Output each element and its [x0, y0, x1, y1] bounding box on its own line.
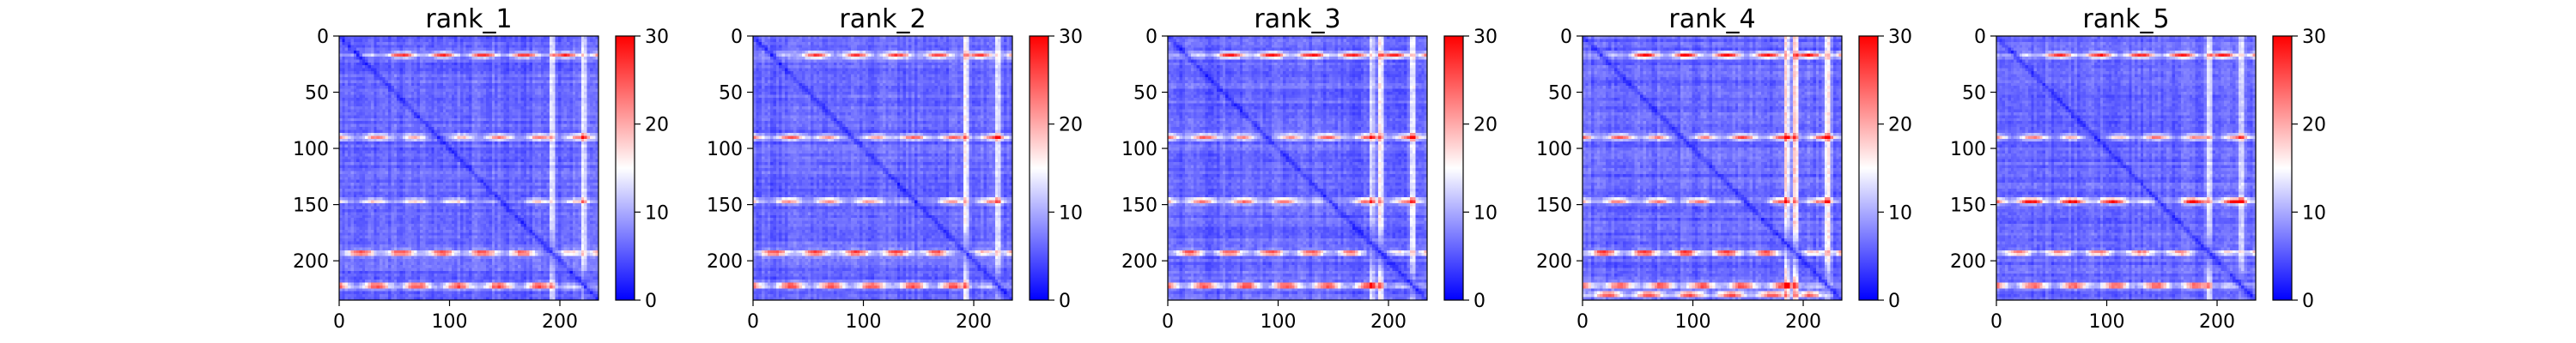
colorbar-tick-label: 10: [1473, 202, 1498, 224]
colorbar-tick-label: 30: [2302, 27, 2326, 48]
colorbar-tick-label: 0: [1473, 291, 1485, 312]
heatmap-image: [753, 36, 1012, 300]
panel-title: rank_3: [1254, 4, 1340, 34]
y-tick-label: 0: [317, 27, 329, 48]
y-tick-label: 50: [1133, 83, 1157, 105]
colorbar: [2272, 35, 2293, 301]
x-tick-label: 200: [542, 311, 578, 333]
panel-title: rank_1: [425, 4, 512, 34]
panel-title: rank_4: [1668, 4, 1755, 34]
colorbar-tick-label: 20: [1888, 115, 1912, 136]
y-tick-label: 150: [1536, 196, 1572, 217]
colorbar-tick-label: 10: [1888, 202, 1912, 224]
x-tick-label: 100: [1261, 311, 1297, 333]
y-tick-label: 100: [1121, 139, 1157, 160]
x-tick-label: 200: [956, 311, 992, 333]
heatmap-panel-3: rank_3 0 50 100 150 200 0 100 200 0 10 20 30: [1121, 4, 1498, 333]
colorbar-tick-label: 30: [645, 27, 669, 48]
colorbar-tick-label: 0: [1888, 291, 1900, 312]
colorbar-tick-label: 10: [2302, 202, 2326, 224]
y-tick-label: 150: [1950, 196, 1986, 217]
y-tick-label: 0: [731, 27, 743, 48]
heatmap-panel-1: rank_1 0 50 100 150 200 0 100 200 0 10 20 30: [293, 4, 669, 333]
y-tick-label: 50: [305, 83, 329, 105]
plot-frame: [752, 35, 1013, 301]
colorbar-tick-label: 0: [1059, 291, 1071, 312]
heatmap-panel-4: rank_4 0 50 100 150 200 0 100 200 0 10 20 30: [1536, 4, 1912, 333]
colorbar: [1858, 35, 1879, 301]
x-tick-label: 0: [333, 311, 345, 333]
x-tick-label: 100: [846, 311, 882, 333]
x-tick-label: 200: [1370, 311, 1406, 333]
heatmap-image: [339, 36, 598, 300]
heatmap-panel-5: rank_5 0 50 100 150 200 0 100 200 0 10 20 30: [1950, 4, 2326, 333]
colorbar-tick-label: 0: [645, 291, 657, 312]
y-tick-label: 150: [1121, 196, 1157, 217]
y-tick-label: 150: [707, 196, 743, 217]
colorbar-tick-label: 20: [1473, 115, 1498, 136]
colorbar: [1029, 35, 1049, 301]
x-tick-label: 200: [2199, 311, 2235, 333]
colorbar: [1443, 35, 1464, 301]
y-tick-label: 200: [1121, 251, 1157, 273]
y-tick-label: 200: [707, 251, 743, 273]
colorbar-tick-label: 10: [645, 202, 669, 224]
x-tick-label: 100: [1675, 311, 1711, 333]
y-tick-label: 0: [1560, 27, 1572, 48]
y-tick-label: 0: [1145, 27, 1157, 48]
heatmap-image: [1996, 36, 2256, 300]
y-tick-label: 0: [1974, 27, 1986, 48]
y-tick-label: 100: [293, 139, 329, 160]
panel-title: rank_5: [2082, 4, 2169, 34]
y-tick-label: 100: [707, 139, 743, 160]
heatmap-image: [1583, 36, 1842, 300]
y-tick-label: 200: [293, 251, 329, 273]
colorbar-tick-label: 10: [1059, 202, 1083, 224]
y-tick-label: 200: [1950, 251, 1986, 273]
plot-frame: [338, 35, 599, 301]
y-tick-label: 200: [1536, 251, 1572, 273]
colorbar-tick-label: 20: [2302, 115, 2326, 136]
y-tick-label: 100: [1536, 139, 1572, 160]
colorbar-tick-label: 20: [1059, 115, 1083, 136]
colorbar: [615, 35, 635, 301]
colorbar-tick-label: 30: [1473, 27, 1498, 48]
y-tick-label: 100: [1950, 139, 1986, 160]
x-tick-label: 0: [1990, 311, 2002, 333]
colorbar-tick-label: 30: [1888, 27, 1912, 48]
panel-title: rank_2: [839, 4, 926, 34]
plot-frame: [1582, 35, 1843, 301]
colorbar-tick-label: 0: [2302, 291, 2314, 312]
colorbar-tick-label: 20: [645, 115, 669, 136]
y-tick-label: 50: [1962, 83, 1986, 105]
x-tick-label: 0: [1162, 311, 1174, 333]
x-tick-label: 0: [747, 311, 759, 333]
colorbar-tick-label: 30: [1059, 27, 1083, 48]
x-tick-label: 200: [1785, 311, 1821, 333]
x-tick-label: 0: [1577, 311, 1589, 333]
heatmap-panel-2: rank_2 0 50 100 150 200 0 100 200 0 10 20 30: [707, 4, 1083, 333]
y-tick-label: 50: [1548, 83, 1572, 105]
y-tick-label: 50: [719, 83, 743, 105]
x-tick-label: 100: [2089, 311, 2125, 333]
heatmap-image: [1168, 36, 1427, 300]
plot-frame: [1167, 35, 1428, 301]
x-tick-label: 100: [432, 311, 468, 333]
y-tick-label: 150: [293, 196, 329, 217]
plot-frame: [1996, 35, 2257, 301]
